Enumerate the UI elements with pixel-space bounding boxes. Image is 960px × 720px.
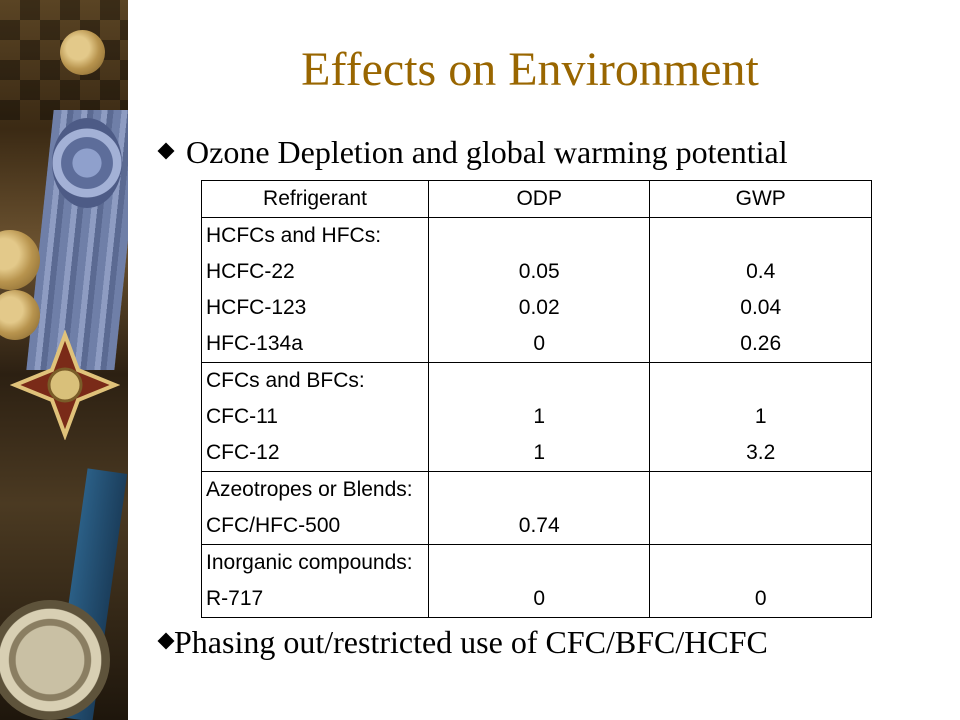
refrigerant-cell: CFCs and BFCs: CFC-11 CFC-12 [201,362,429,472]
refrigerant-cell: Azeotropes or Blends: CFC/HFC-500 [201,471,429,545]
refrigerant-name: HFC-134a [206,332,303,355]
odp-value: 0.02 [518,296,560,319]
title-area: Effects on Environment [0,0,960,100]
odp-cell: 1 1 [427,362,651,472]
header-refrigerant: Refrigerant [201,180,429,218]
odp-cell: 0.05 0.02 0 [427,217,651,363]
gwp-cell [649,471,872,545]
gwp-value: 0.04 [740,296,782,319]
odp-cell: 0 [427,544,651,618]
coin-1 [0,230,40,290]
gwp-value: 0.26 [740,332,782,355]
gwp-value: 0.4 [746,260,776,283]
odp-value: 0 [533,587,546,610]
bullet-text: Ozone Depletion and global warming poten… [186,134,788,170]
table-group-hcfc-hfc: HCFCs and HFCs: HCFC-22 HCFC-123 HFC-134… [201,217,872,363]
gwp-value: 0 [754,587,767,610]
gwp-value [654,508,867,544]
refrigerant-cell: Inorganic compounds: R-717 [201,544,429,618]
compass [0,600,110,720]
decorative-photo-strip [0,0,128,720]
odp-value: 1 [533,441,546,464]
odp-value: 0 [533,332,546,355]
table-header-row: Refrigerant ODP GWP [201,180,872,218]
odp-cell: 0.74 [427,471,651,545]
coin-3 [60,30,105,75]
medal-cross-icon [10,330,120,440]
odp-value: 0.74 [518,514,560,537]
refrigerant-cell: HCFCs and HFCs: HCFC-22 HCFC-123 HFC-134… [201,217,429,363]
refrigerant-name: R-717 [206,587,264,610]
table-group-azeotropes: Azeotropes or Blends: CFC/HFC-500 0.74 [201,471,872,545]
refrigerant-table: Refrigerant ODP GWP HCFCs and HFCs: HCFC… [201,180,872,618]
table-group-cfc-bfc: CFCs and BFCs: CFC-11 CFC-12 1 1 1 3.2 [201,362,872,472]
gwp-cell: 0.4 0.04 0.26 [649,217,872,363]
odp-value: 1 [533,405,546,428]
ribbon-rosette [52,118,122,208]
group-heading: Azeotropes or Blends: [206,478,413,501]
odp-value: 0.05 [518,260,560,283]
gwp-cell: 0 [649,544,872,618]
group-heading: HCFCs and HFCs: [206,224,382,247]
diamond-bullet-icon [157,142,175,160]
bullet-phasing-out: Phasing out/restricted use of CFC/BFC/HC… [157,622,768,662]
diamond-bullet-icon [157,632,175,650]
coin-2 [0,290,40,340]
bullet-text: Phasing out/restricted use of CFC/BFC/HC… [174,624,768,660]
bullet-ozone: Ozone Depletion and global warming poten… [157,132,788,172]
gwp-value: 3.2 [746,441,776,464]
refrigerant-name: CFC/HFC-500 [206,514,341,537]
refrigerant-name: HCFC-123 [206,296,307,319]
refrigerant-name: HCFC-22 [206,260,295,283]
group-heading: Inorganic compounds: [206,551,413,574]
gwp-cell: 1 3.2 [649,362,872,472]
refrigerant-name: CFC-11 [206,405,278,428]
slide-title: Effects on Environment [301,43,759,96]
table-group-inorganic: Inorganic compounds: R-717 0 0 [201,544,872,618]
header-odp: ODP [427,180,651,218]
group-heading: CFCs and BFCs: [206,369,365,392]
gwp-value: 1 [754,405,767,428]
header-gwp: GWP [649,180,872,218]
refrigerant-name: CFC-12 [206,441,280,464]
